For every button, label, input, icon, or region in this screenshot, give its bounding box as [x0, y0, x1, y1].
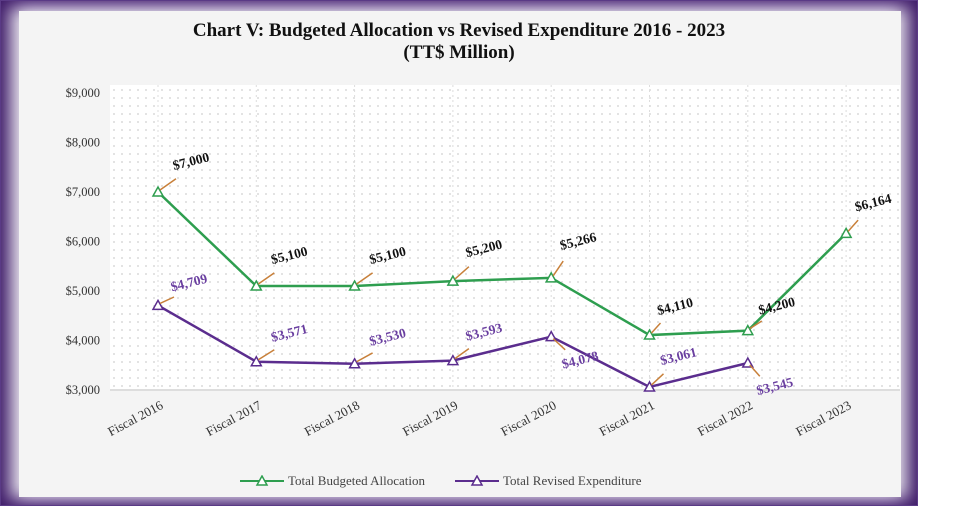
legend-label: Total Budgeted Allocation — [288, 473, 426, 488]
legend: Total Budgeted Allocation Total Revised … — [240, 473, 641, 489]
label-leader-line — [257, 349, 275, 361]
label-leader-line — [356, 352, 373, 363]
data-point-marker — [643, 380, 656, 392]
label-leader-line — [847, 219, 859, 232]
label-leader-line — [454, 266, 470, 280]
x-tick-label: Fiscal 2021 — [597, 397, 657, 439]
series-line-budgeted — [157, 191, 847, 337]
label-leader-line — [454, 348, 470, 360]
label-leader-line — [159, 178, 177, 191]
y-tick-label: $5,000 — [66, 284, 100, 298]
label-leader-line — [650, 373, 665, 386]
legend-item-budgeted: Total Budgeted Allocation — [240, 473, 425, 489]
data-point-marker — [839, 226, 853, 239]
label-leader-line — [749, 364, 761, 377]
x-tick-label: Fiscal 2020 — [498, 397, 558, 439]
legend-item-revised: Total Revised Expenditure — [455, 473, 641, 489]
x-tick-label: Fiscal 2018 — [302, 397, 362, 439]
subtitle-line: (TT$ Million) — [403, 42, 515, 63]
x-tick-label: Fiscal 2016 — [105, 397, 166, 439]
legend-green-triangle-icon — [240, 475, 284, 486]
y-tick-label: $8,000 — [66, 136, 100, 150]
title-line: Chart V: Budgeted Allocation vs Revised … — [192, 20, 726, 41]
x-tick-label: Fiscal 2019 — [400, 397, 460, 439]
legend-label: Total Revised Expenditure — [503, 473, 642, 488]
data-point-marker — [544, 271, 558, 283]
plot-pattern — [110, 85, 900, 391]
chart-title: Chart V: Budgeted Allocation vs Revised … — [0, 20, 918, 64]
data-point-marker — [250, 355, 263, 367]
x-tick-label: Fiscal 2022 — [695, 397, 755, 439]
label-leader-line — [749, 320, 763, 330]
data-point-marker — [348, 279, 361, 291]
legend-purple-triangle-icon — [455, 475, 500, 486]
data-point-marker — [741, 324, 755, 336]
data-point-marker — [151, 298, 165, 311]
label-leader-line — [650, 322, 662, 334]
data-point-marker — [446, 354, 460, 366]
label-leader-line — [552, 260, 564, 277]
y-tick-label: $4,000 — [66, 334, 100, 348]
data-point-marker — [151, 185, 165, 197]
data-point-marker — [446, 274, 460, 286]
label-leader-line — [159, 296, 175, 305]
data-point-marker — [643, 328, 656, 340]
x-tick-label: Fiscal 2017 — [203, 397, 264, 439]
label-leader-line — [356, 272, 374, 285]
y-tick-label: $6,000 — [66, 235, 100, 249]
label-leader-line — [552, 338, 566, 351]
x-tick-label: Fiscal 2023 — [793, 397, 853, 439]
label-leader-line — [257, 272, 275, 285]
y-tick-label: $3,000 — [66, 383, 100, 397]
data-point-marker — [250, 279, 263, 291]
y-tick-label: $7,000 — [66, 185, 100, 199]
y-tick-label: $9,000 — [66, 86, 100, 100]
data-point-marker — [348, 357, 361, 369]
